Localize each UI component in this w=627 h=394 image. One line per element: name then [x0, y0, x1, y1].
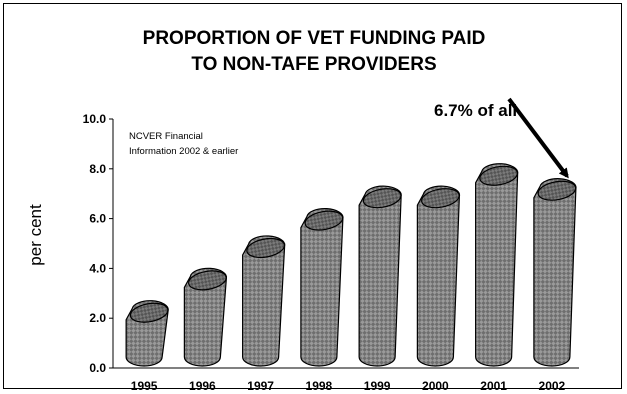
annotation-label: 6.7% of all	[434, 101, 517, 120]
bar-2000	[416, 185, 461, 367]
bar-top	[187, 270, 227, 291]
x-tick-label: 1997	[247, 379, 274, 390]
x-tick-label: 1995	[131, 379, 158, 390]
bar-1998	[300, 207, 344, 367]
bar-top	[246, 237, 286, 259]
bar-body	[475, 163, 519, 367]
source-note-line-1: NCVER Financial	[129, 131, 203, 142]
bar-2002	[533, 178, 577, 367]
chart-svg: PROPORTION OF VET FUNDING PAID TO NON-TA…	[26, 28, 579, 390]
chart-title-line-1: PROPORTION OF VET FUNDING PAID	[143, 28, 486, 49]
bar-top	[362, 188, 402, 209]
y-ticks-group: 0.0 2.0 4.0 6.0 8.0 10.0	[83, 112, 113, 375]
bar-top	[304, 210, 344, 231]
y-tick-label: 4.0	[89, 261, 106, 275]
y-tick-label: 2.0	[89, 311, 106, 325]
x-tick-label: 1996	[189, 379, 216, 390]
y-tick-label: 10.0	[83, 112, 107, 126]
bar-1997	[242, 235, 286, 367]
y-tick-label: 6.0	[89, 212, 106, 226]
bar-top	[479, 165, 519, 186]
x-tick-label: 2000	[422, 379, 449, 390]
bar-top	[420, 188, 460, 209]
x-tick-label: 2001	[480, 379, 507, 390]
x-tick-label: 1998	[306, 379, 333, 390]
bar-body	[300, 207, 344, 367]
bar-body	[533, 178, 577, 367]
y-tick-label: 0.0	[89, 361, 106, 375]
bar-1995	[125, 300, 169, 367]
bar-body	[358, 185, 402, 367]
x-tick-label: 1999	[364, 379, 391, 390]
bar-body	[416, 185, 461, 367]
bar-top	[537, 180, 577, 201]
y-axis-label: per cent	[26, 204, 45, 266]
chart-title-line-2: TO NON-TAFE PROVIDERS	[191, 54, 436, 75]
bar-top	[129, 302, 169, 323]
bar-1996	[183, 267, 228, 367]
bars-group	[125, 163, 577, 367]
annotation-arrow	[507, 97, 569, 179]
x-ticks-group: 1995 1996 1997 1998 1999 2000 2001 2002	[131, 379, 566, 390]
bar-1999	[358, 185, 402, 367]
bar-2001	[475, 163, 519, 367]
x-tick-label: 2002	[539, 379, 566, 390]
chart-frame: PROPORTION OF VET FUNDING PAID TO NON-TA…	[3, 3, 622, 390]
y-tick-label: 8.0	[89, 162, 106, 176]
source-note-line-2: Information 2002 & earlier	[129, 146, 238, 157]
